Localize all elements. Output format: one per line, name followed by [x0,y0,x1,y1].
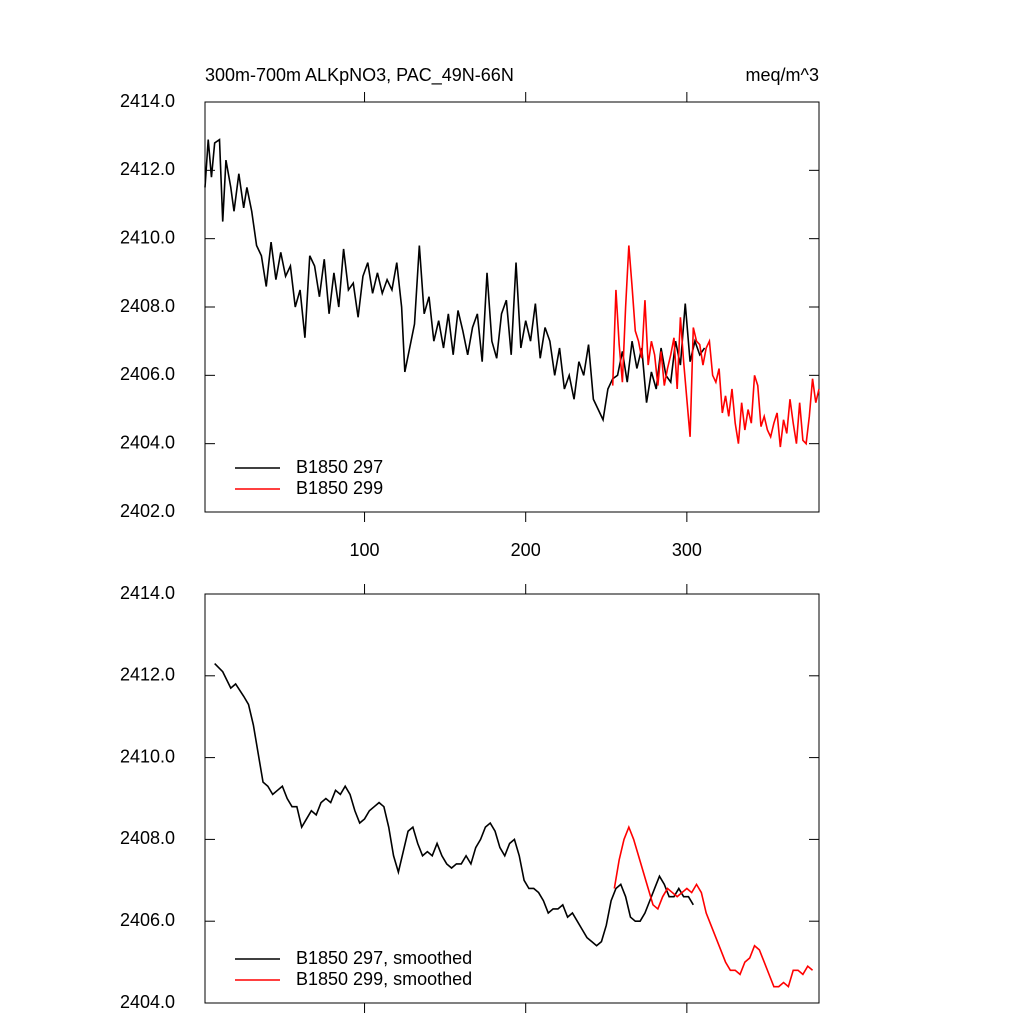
y-tick-label: 2410.0 [120,746,175,766]
y-tick-label: 2402.0 [120,501,175,521]
data-line [204,138,706,423]
chart-title: 300m-700m ALKpNO3, PAC_49N-66N [205,65,514,86]
data-line [214,662,694,947]
x-tick-label: 300 [672,540,702,560]
plot-frame [204,593,820,1004]
y-tick-label: 2414.0 [120,583,175,603]
y-tick-label: 2410.0 [120,227,175,247]
y-tick-label: 2408.0 [120,296,175,316]
legend-label: B1850 299, smoothed [296,969,472,989]
y-tick-label: 2406.0 [120,910,175,930]
legend-label: B1850 297, smoothed [296,948,472,968]
y-tick-label: 2412.0 [120,159,175,179]
legend-label: B1850 299 [296,478,383,498]
plot-frame [204,101,820,513]
legend-label: B1850 297 [296,457,383,477]
x-tick-label: 100 [350,540,380,560]
y-tick-label: 2408.0 [120,828,175,848]
y-tick-label: 2412.0 [120,665,175,685]
y-tick-label: 2414.0 [120,91,175,111]
y-tick-label: 2404.0 [120,432,175,452]
y-tick-label: 2406.0 [120,364,175,384]
data-line [611,245,820,448]
y-tick-label: 2404.0 [120,992,175,1012]
data-line [613,824,814,989]
units-label: meq/m^3 [746,65,819,85]
x-tick-label: 200 [511,540,541,560]
